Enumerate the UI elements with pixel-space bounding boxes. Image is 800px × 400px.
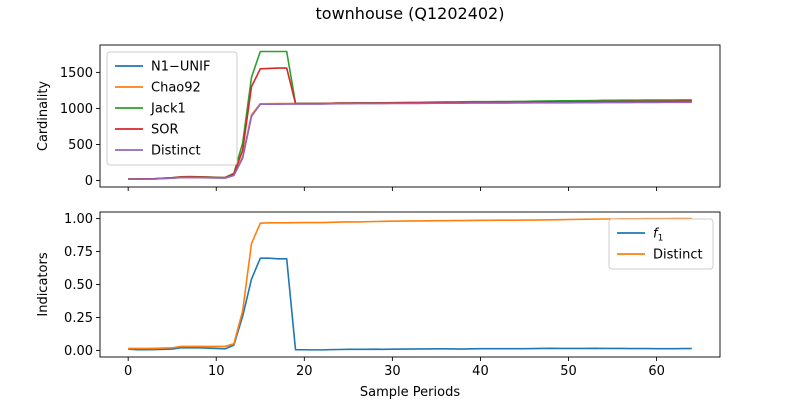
x-tick-label: 40 (472, 364, 489, 379)
y-axis-label: Cardinality (36, 81, 51, 152)
cardinality-panel: 0 500 1000 1500 Cardinality N1−UNIF Chao92 Jack… (36, 44, 721, 191)
x-tick-label: 20 (296, 364, 313, 379)
x-tick-label: 0 (124, 364, 132, 379)
series-line-0-4 (128, 101, 692, 181)
legend-box (608, 218, 714, 270)
x-tick-label: 10 (208, 364, 225, 379)
y-tick-label: 0.25 (64, 311, 93, 326)
y-tick-label: 1.00 (64, 212, 93, 227)
legend-label: SOR (151, 123, 179, 138)
legend-label: Distinct (151, 144, 201, 159)
figure-title: townhouse (Q1202402) (316, 4, 505, 23)
legend-label: f1 (653, 227, 663, 244)
legend-box (106, 51, 238, 166)
legend-label: Distinct (653, 248, 703, 263)
series-line-1-0 (128, 257, 692, 351)
y-tick-label: 1500 (60, 66, 93, 81)
indicators-panel: 0 10 20 30 40 50 60 0.00 0.25 0.50 0.75 1.00 Indicat… (36, 211, 721, 379)
legend: N1−UNIF Chao92 Jack1 SOR Distinct (106, 51, 238, 166)
x-tick-label: 30 (384, 364, 401, 379)
legend-label: Chao92 (151, 81, 201, 96)
plot-frame (99, 44, 721, 188)
y-tick-label: 500 (68, 138, 93, 153)
y-axis-label: Indicators (36, 252, 51, 316)
x-axis-label: Sample Periods (360, 385, 460, 400)
x-tick-label: 60 (648, 364, 665, 379)
y-tick-label: 0.00 (64, 344, 93, 359)
y-tick-label: 0 (85, 174, 93, 189)
y-tick-label: 0.50 (64, 278, 93, 293)
y-tick-label: 1000 (60, 102, 93, 117)
y-tick-label: 0.75 (64, 245, 93, 260)
series-line-1-1 (128, 217, 692, 350)
legend-label: N1−UNIF (151, 60, 210, 75)
legend: f1 Distinct (608, 218, 714, 270)
x-tick-label: 50 (560, 364, 577, 379)
legend-label: Jack1 (150, 102, 186, 117)
